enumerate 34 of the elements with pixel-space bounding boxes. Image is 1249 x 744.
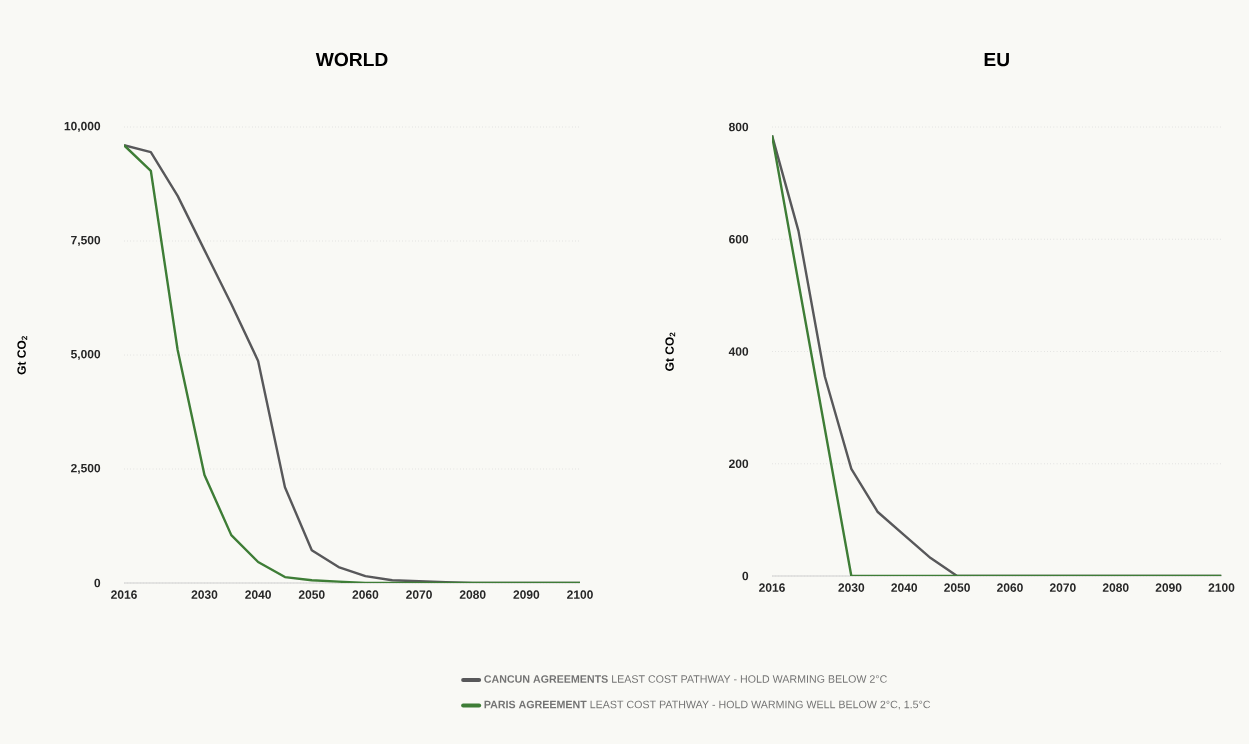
chart-title: EU	[984, 52, 1009, 67]
x-tick-label: 2030	[191, 590, 218, 599]
x-tick-label: 2070	[1049, 583, 1076, 592]
x-tick-label: 2080	[459, 590, 486, 599]
y-tick-label: 200	[729, 459, 749, 469]
y-tick-label: 2,500	[71, 463, 101, 475]
y-axis-title: Gt CO$_{2}$	[665, 332, 676, 371]
y-tick-label: 0	[94, 578, 101, 588]
x-tick-label: 2050	[944, 583, 970, 592]
x-tick-label: 2040	[245, 590, 271, 599]
y-tick-label: 5,000	[70, 349, 101, 361]
x-tick-label: 2100	[1208, 583, 1235, 592]
x-tick-label: 2040	[891, 583, 918, 592]
y-tick-label: 0	[742, 571, 749, 581]
x-tick-label: 2050	[298, 590, 325, 599]
y-tick-label: 400	[728, 347, 749, 356]
legend-label: PARIS AGREEMENT LEAST COST PATHWAY - HOLD WARMING WELL BELOW 2°C, 1.5°C	[484, 700, 931, 710]
x-tick-label: 2090	[513, 590, 540, 599]
y-tick-label: 600	[729, 235, 749, 244]
x-tick-label: 2030	[838, 583, 865, 592]
y-tick-label: 10,000	[64, 121, 101, 133]
legend-label: CANCUN AGREEMENTS LEAST COST PATHWAY - HOLD WARMING BELOW 2°C	[484, 675, 887, 683]
chart-title: WORLD	[315, 52, 388, 67]
x-tick-label: 2080	[1102, 583, 1129, 592]
x-tick-label: 2070	[406, 590, 432, 599]
x-tick-label: 2100	[567, 590, 593, 599]
y-tick-label: 7,500	[71, 235, 101, 247]
y-axis-title: Gt CO$_{2}$	[17, 336, 28, 375]
x-tick-label: 2060	[997, 583, 1023, 592]
x-tick-label: 2016	[111, 590, 137, 599]
x-tick-label: 2090	[1155, 583, 1182, 592]
y-tick-label: 800	[728, 122, 749, 132]
x-tick-label: 2060	[352, 590, 379, 599]
x-tick-label: 2016	[759, 583, 785, 592]
